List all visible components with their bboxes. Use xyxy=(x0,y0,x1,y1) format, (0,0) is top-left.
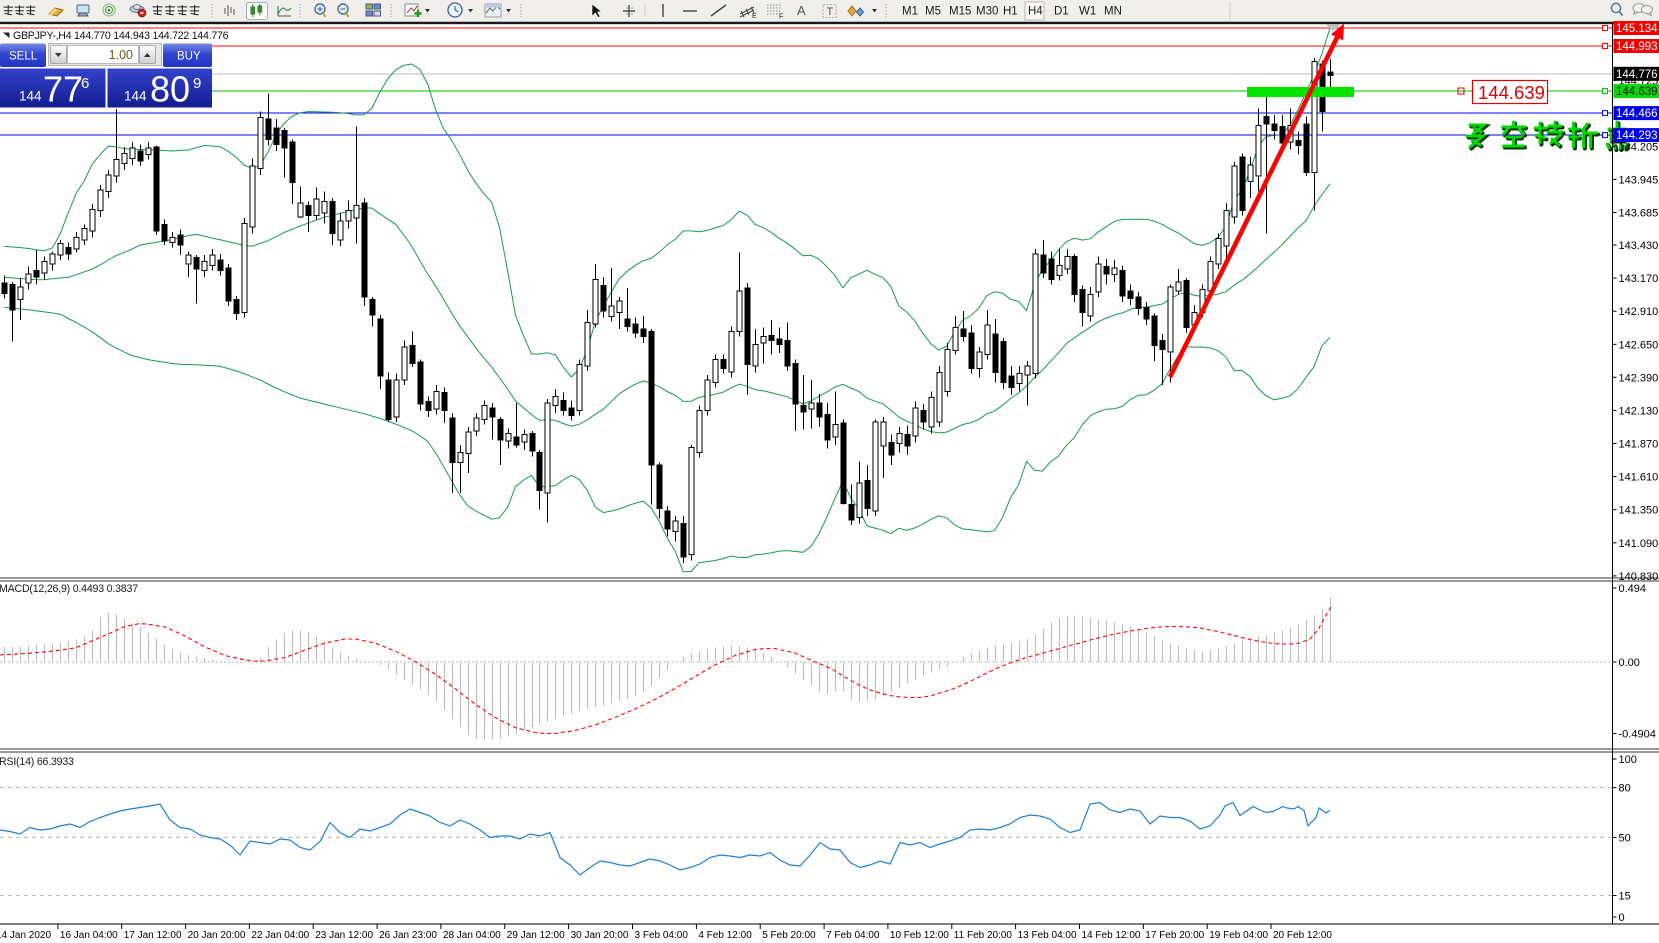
svg-text:26 Jan 23:00: 26 Jan 23:00 xyxy=(379,930,437,941)
svg-text:3 Feb 04:00: 3 Feb 04:00 xyxy=(635,930,689,941)
svg-text:144.205: 144.205 xyxy=(1619,141,1659,153)
svg-text:22 Jan 04:00: 22 Jan 04:00 xyxy=(251,930,309,941)
svg-text:143.685: 143.685 xyxy=(1619,208,1659,220)
svg-text:20 Feb 12:00: 20 Feb 12:00 xyxy=(1273,930,1332,941)
svg-text:141.090: 141.090 xyxy=(1619,538,1659,550)
svg-text:144.639: 144.639 xyxy=(1478,82,1545,103)
svg-text:142.390: 142.390 xyxy=(1619,372,1659,384)
svg-text:D1: D1 xyxy=(1054,6,1069,18)
svg-text:143.945: 143.945 xyxy=(1619,174,1659,186)
svg-text:141.870: 141.870 xyxy=(1619,439,1659,451)
svg-text:142.650: 142.650 xyxy=(1619,339,1659,351)
svg-text:6: 6 xyxy=(81,75,89,92)
svg-text:H1: H1 xyxy=(1003,6,1018,18)
svg-text:143.430: 143.430 xyxy=(1619,240,1659,252)
svg-text:144.293: 144.293 xyxy=(1616,130,1658,142)
svg-text:0.494: 0.494 xyxy=(1619,583,1647,595)
svg-text:M5: M5 xyxy=(925,6,941,18)
svg-text:23 Jan 12:00: 23 Jan 12:00 xyxy=(315,930,373,941)
svg-text:140.830: 140.830 xyxy=(1619,571,1659,583)
svg-text:144: 144 xyxy=(19,89,42,104)
svg-text:W1: W1 xyxy=(1079,6,1096,18)
svg-text:7 Feb 04:00: 7 Feb 04:00 xyxy=(826,930,880,941)
svg-text:M30: M30 xyxy=(976,6,998,18)
svg-text:GBPJPY-,H4 144.770 144.943 14: GBPJPY-,H4 144.770 144.943 144.722 144.7… xyxy=(13,30,229,42)
svg-text:M1: M1 xyxy=(902,6,918,18)
svg-text:145.134: 145.134 xyxy=(1616,23,1658,35)
svg-text:143.170: 143.170 xyxy=(1619,273,1659,285)
svg-text:142.130: 142.130 xyxy=(1619,405,1659,417)
svg-text:80: 80 xyxy=(1619,783,1631,795)
svg-text:4 Feb 12:00: 4 Feb 12:00 xyxy=(698,930,752,941)
svg-text:17 Feb 20:00: 17 Feb 20:00 xyxy=(1145,930,1204,941)
svg-text:144.993: 144.993 xyxy=(1616,41,1658,53)
svg-text:15: 15 xyxy=(1619,891,1631,903)
svg-text:T: T xyxy=(827,6,834,18)
svg-text:13 Feb 04:00: 13 Feb 04:00 xyxy=(1018,930,1077,941)
svg-text:142.910: 142.910 xyxy=(1619,306,1659,318)
svg-text:10 Feb 12:00: 10 Feb 12:00 xyxy=(890,930,949,941)
svg-text:20 Jan 20:00: 20 Jan 20:00 xyxy=(188,930,246,941)
svg-text:0: 0 xyxy=(1619,912,1625,924)
svg-text:14 Jan 2020: 14 Jan 2020 xyxy=(0,930,51,941)
svg-text:H4: H4 xyxy=(1028,6,1043,18)
svg-text:MN: MN xyxy=(1104,6,1122,18)
svg-text:M15: M15 xyxy=(949,6,971,18)
svg-text:77: 77 xyxy=(43,69,83,110)
svg-text:144.776: 144.776 xyxy=(1616,69,1658,81)
svg-text:19 Feb 04:00: 19 Feb 04:00 xyxy=(1209,930,1268,941)
svg-text:1.00: 1.00 xyxy=(109,48,133,62)
svg-text:BUY: BUY xyxy=(177,51,201,63)
svg-text:50: 50 xyxy=(1619,832,1631,844)
svg-text:F: F xyxy=(779,14,783,21)
svg-text:30 Jan 20:00: 30 Jan 20:00 xyxy=(571,930,629,941)
svg-text:100: 100 xyxy=(1619,754,1637,766)
svg-text:A: A xyxy=(797,3,806,18)
svg-text:141.350: 141.350 xyxy=(1619,505,1659,517)
svg-text:29 Jan 12:00: 29 Jan 12:00 xyxy=(507,930,565,941)
svg-text:144.639: 144.639 xyxy=(1616,86,1658,98)
svg-text:28 Jan 04:00: 28 Jan 04:00 xyxy=(443,930,501,941)
svg-text:141.610: 141.610 xyxy=(1619,472,1659,484)
svg-text:16 Jan 04:00: 16 Jan 04:00 xyxy=(60,930,118,941)
svg-text:9: 9 xyxy=(193,75,201,92)
svg-text:11 Feb 20:00: 11 Feb 20:00 xyxy=(954,930,1013,941)
svg-text:144: 144 xyxy=(124,89,147,104)
svg-text:17 Jan 12:00: 17 Jan 12:00 xyxy=(124,930,182,941)
svg-text:14 Feb 12:00: 14 Feb 12:00 xyxy=(1082,930,1141,941)
svg-text:0.00: 0.00 xyxy=(1619,657,1640,669)
svg-text:-0.4904: -0.4904 xyxy=(1619,729,1656,741)
svg-text:5 Feb 20:00: 5 Feb 20:00 xyxy=(762,930,816,941)
svg-text:E: E xyxy=(752,13,757,20)
svg-text:80: 80 xyxy=(150,69,190,110)
svg-text:RSI(14) 66.3933: RSI(14) 66.3933 xyxy=(0,756,74,768)
svg-text:144.466: 144.466 xyxy=(1616,108,1658,120)
svg-text:SELL: SELL xyxy=(9,51,38,63)
svg-text:MACD(12,26,9) 0.4493 0.3837: MACD(12,26,9) 0.4493 0.3837 xyxy=(0,583,138,595)
